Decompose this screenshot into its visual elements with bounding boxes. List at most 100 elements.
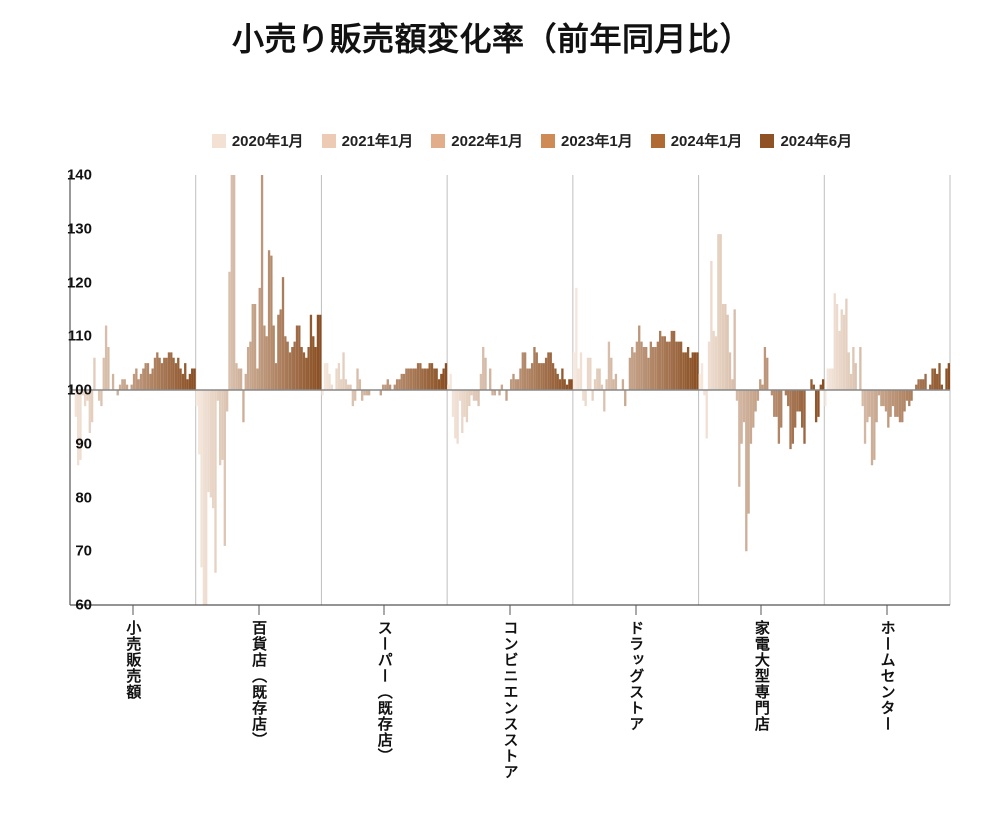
bar <box>415 369 417 391</box>
bar <box>410 369 412 391</box>
bar <box>936 374 938 390</box>
category-label: 百貨店（既存店） <box>248 620 269 748</box>
bar <box>799 390 801 412</box>
bar <box>731 379 733 390</box>
bar <box>291 347 293 390</box>
bar <box>924 374 926 390</box>
bar <box>759 379 761 390</box>
bar <box>179 369 181 391</box>
bar <box>708 342 710 390</box>
bar <box>910 390 912 401</box>
bar <box>242 390 244 422</box>
bar <box>363 390 365 395</box>
bar <box>207 390 209 492</box>
bar <box>366 390 368 395</box>
bar <box>282 277 284 390</box>
y-tick-label: 60 <box>32 597 92 614</box>
bar <box>745 390 747 551</box>
bar <box>908 390 910 406</box>
bar <box>177 358 179 390</box>
bar <box>938 363 940 390</box>
bar <box>431 363 433 390</box>
bar <box>715 336 717 390</box>
bar <box>596 369 598 391</box>
bar <box>573 352 575 390</box>
bar <box>827 369 829 391</box>
bar <box>100 390 102 406</box>
bar <box>871 390 873 465</box>
bar <box>154 358 156 390</box>
bar <box>144 363 146 390</box>
bar <box>352 390 354 406</box>
bar <box>862 390 864 406</box>
bar <box>298 326 300 391</box>
bar <box>668 342 670 390</box>
bar <box>412 369 414 391</box>
bar <box>163 358 165 390</box>
bar <box>233 175 235 390</box>
bar <box>319 315 321 390</box>
bar <box>326 363 328 390</box>
category-label: ホームセンター <box>877 620 898 732</box>
bar <box>838 331 840 390</box>
bar <box>468 390 470 406</box>
bar <box>880 390 882 406</box>
bar <box>629 358 631 390</box>
bar <box>147 363 149 390</box>
legend: 2020年1月2021年1月2022年1月2023年1月2024年1月2024年… <box>120 130 944 151</box>
bar <box>273 326 275 391</box>
bar <box>764 347 766 390</box>
bar <box>906 390 908 401</box>
bar <box>210 390 212 498</box>
bar <box>771 390 773 395</box>
bar <box>240 369 242 391</box>
bar <box>689 358 691 390</box>
bar <box>480 374 482 390</box>
bar <box>664 336 666 390</box>
bar <box>757 390 759 401</box>
y-tick-label: 110 <box>32 328 92 345</box>
bar <box>501 385 503 390</box>
legend-label: 2023年1月 <box>561 130 633 151</box>
bar <box>98 390 100 401</box>
bar <box>594 379 596 390</box>
bar <box>561 369 563 391</box>
bar <box>526 369 528 391</box>
bar <box>398 379 400 390</box>
bar <box>740 390 742 444</box>
bar <box>917 379 919 390</box>
bar <box>354 390 356 401</box>
bar <box>608 342 610 390</box>
bar <box>601 385 603 390</box>
chart-title: 小売り販売額変化率（前年同月比） <box>0 14 984 60</box>
bar <box>512 374 514 390</box>
bar <box>678 342 680 390</box>
bar <box>931 369 933 391</box>
bar <box>300 347 302 390</box>
bar <box>121 379 123 390</box>
bar <box>589 358 591 390</box>
bar <box>896 390 898 417</box>
bar <box>810 379 812 390</box>
bar <box>831 369 833 391</box>
legend-label: 2024年6月 <box>780 130 852 151</box>
bar <box>645 347 647 390</box>
bar <box>517 379 519 390</box>
bar <box>138 379 140 390</box>
bar <box>873 390 875 460</box>
bar <box>436 369 438 391</box>
bar <box>452 390 454 417</box>
bar <box>184 363 186 390</box>
bar <box>249 342 251 390</box>
bar <box>822 379 824 390</box>
bar <box>505 390 507 401</box>
x-tick <box>258 605 259 615</box>
bar <box>331 385 333 390</box>
bar <box>889 390 891 417</box>
bar <box>140 374 142 390</box>
bar <box>296 326 298 391</box>
bar <box>671 331 673 390</box>
legend-label: 2022年1月 <box>451 130 523 151</box>
bar <box>461 390 463 433</box>
x-tick <box>761 605 762 615</box>
